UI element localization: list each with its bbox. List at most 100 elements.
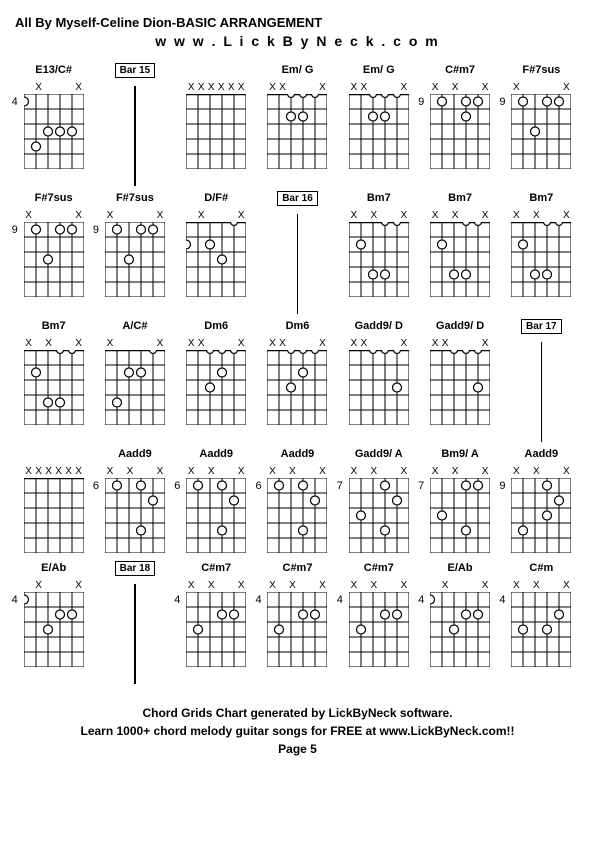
nut-markers: XXX [186, 580, 246, 592]
chord-label: F#7sus [522, 64, 560, 80]
nut-markers: XXX [267, 580, 327, 592]
chord-label: Gadd9/ A [355, 448, 403, 464]
nut-markers: XXX [511, 210, 571, 222]
chord-grid: E13/C#XX4Bar 15XXXXXXEm/ GXXXEm/ GXXXC#m… [15, 64, 580, 684]
fretboard: XX4 [24, 82, 84, 172]
chord-label: Gadd9/ D [355, 320, 403, 336]
nut-markers: XXX [349, 338, 409, 350]
chord-diagram: Em/ GXXX [340, 64, 417, 186]
chord-diagram: Em/ GXXX [259, 64, 336, 186]
chord-diagram: E/AbXX4 [15, 562, 92, 684]
chord-label: Bar 18 [115, 562, 156, 578]
fretboard: XXX4 [186, 580, 246, 670]
chord-diagram: F#7susXX9 [96, 192, 173, 314]
bar-label: Bar 16 [277, 191, 318, 206]
fretboard: XXX [267, 338, 327, 428]
nut-markers: XXX [24, 338, 84, 350]
fretboard-svg [430, 478, 490, 553]
fretboard-svg [349, 478, 409, 553]
fretboard: XXX7 [349, 466, 409, 556]
chord-label: C#m7 [445, 64, 475, 80]
footer-line1: Chord Grids Chart generated by LickByNec… [15, 704, 580, 722]
fretboard-svg [267, 478, 327, 553]
fretboard: XXX [24, 338, 84, 428]
fretboard: XXX9 [430, 82, 490, 172]
chord-label: Aadd9 [199, 448, 233, 464]
fretboard-svg [430, 592, 490, 667]
chord-label: Aadd9 [525, 448, 559, 464]
fretboard-svg [186, 592, 246, 667]
chord-diagram: Bar 16 [259, 192, 336, 314]
fretboard-svg [511, 478, 571, 553]
nut-markers: XXX [430, 466, 490, 478]
chord-diagram: Bar 17 [503, 320, 580, 442]
fretboard: XX9 [24, 210, 84, 300]
chord-diagram: F#7susXX9 [15, 192, 92, 314]
fretboard-svg [24, 94, 84, 169]
chord-label: Bm7 [42, 320, 66, 336]
fret-number: 6 [255, 480, 261, 492]
fret-number: 6 [93, 480, 99, 492]
fret-number: 4 [12, 96, 18, 108]
chord-label: Dm6 [204, 320, 228, 336]
fret-number: 4 [418, 594, 424, 606]
fret-number: 9 [499, 480, 505, 492]
chord-diagram: C#mXXX4 [503, 562, 580, 684]
fret-number: 6 [174, 480, 180, 492]
fret-number: 4 [255, 594, 261, 606]
chord-label: C#m [529, 562, 553, 578]
fretboard-svg [105, 350, 165, 425]
fretboard-svg [186, 478, 246, 553]
chord-diagram: C#m7 XXX4 [178, 562, 255, 684]
fretboard-svg [267, 592, 327, 667]
fretboard: XXX6 [267, 466, 327, 556]
chord-label: E/Ab [41, 562, 66, 578]
nut-markers: XX [24, 210, 84, 222]
bar-line [134, 584, 136, 684]
nut-markers: XXXXXX [24, 466, 84, 478]
nut-markers: XX [105, 338, 165, 350]
fretboard: XXX [430, 210, 490, 300]
fretboard: XXX6 [105, 466, 165, 556]
chord-label: Gadd9/ D [436, 320, 484, 336]
chord-label: C#m7 [201, 562, 231, 578]
fretboard-svg [349, 94, 409, 169]
nut-markers: XXX [349, 82, 409, 94]
chord-label: Bm7 [448, 192, 472, 208]
bar-line [134, 86, 136, 186]
nut-markers: XXX [430, 338, 490, 350]
chord-diagram: Bar 18 [96, 562, 173, 684]
chord-diagram: D/F#XX [178, 192, 255, 314]
nut-markers: XXX [267, 466, 327, 478]
bar-line [541, 342, 543, 442]
chord-label: Bar 16 [277, 192, 318, 208]
bar-label: Bar 15 [115, 63, 156, 78]
fretboard: XXX [267, 82, 327, 172]
chord-label: F#7sus [116, 192, 154, 208]
fretboard-svg [24, 350, 84, 425]
fretboard: XXX9 [511, 466, 571, 556]
fret-number: 9 [93, 224, 99, 236]
fret-number: 7 [337, 480, 343, 492]
nut-markers: XX [24, 580, 84, 592]
nut-markers: XXX [511, 580, 571, 592]
fretboard-svg [511, 222, 571, 297]
fretboard-svg [105, 222, 165, 297]
nut-markers: XXX [430, 210, 490, 222]
chord-diagram: Bm9/ AXXX7 [421, 448, 498, 556]
fretboard-svg [267, 94, 327, 169]
fretboard: XXX4 [267, 580, 327, 670]
chord-diagram: XXXXXX [15, 448, 92, 556]
nut-markers: XX [186, 210, 246, 222]
chord-label: Dm6 [286, 320, 310, 336]
chord-label: A/C# [122, 320, 147, 336]
fretboard-svg [24, 222, 84, 297]
fretboard: XXX [511, 210, 571, 300]
fretboard: XX9 [511, 82, 571, 172]
page-title: All By Myself-Celine Dion-BASIC ARRANGEM… [15, 15, 580, 30]
chord-diagram: C#m7XXX4 [340, 562, 417, 684]
fretboard-svg [430, 222, 490, 297]
footer: Chord Grids Chart generated by LickByNec… [15, 704, 580, 758]
fret-number: 4 [337, 594, 343, 606]
footer-page: Page 5 [15, 740, 580, 758]
